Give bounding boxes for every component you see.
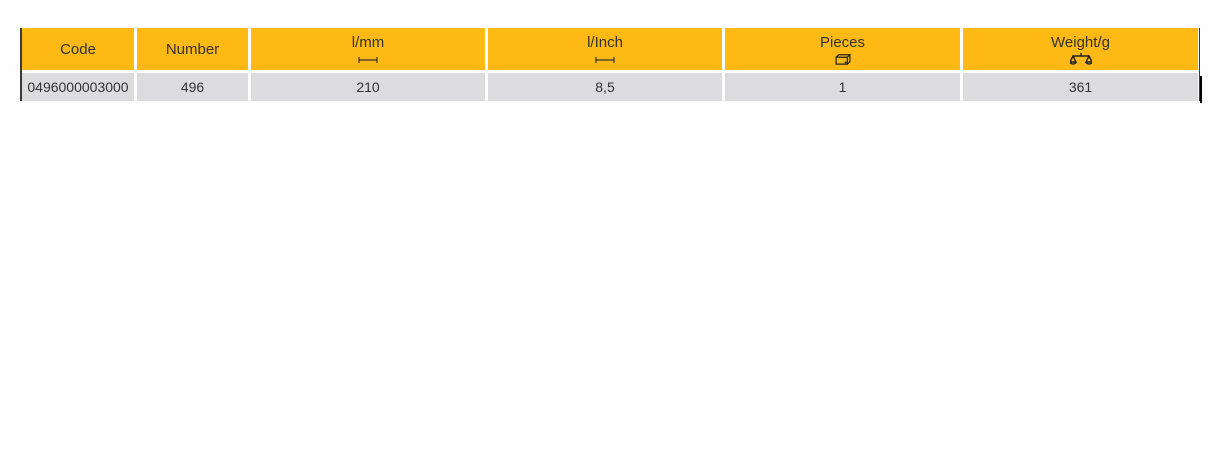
header-length-inch: l/Inch bbox=[488, 28, 722, 70]
table-header: Code Number l/mm l/Inch Pieces Weight/g bbox=[22, 28, 1199, 70]
table-row[interactable]: 0496000003000 496 210 8,5 1 361 bbox=[22, 73, 1199, 101]
header-length-mm: l/mm bbox=[251, 28, 485, 70]
length-icon bbox=[358, 56, 378, 63]
scale-icon bbox=[1069, 52, 1092, 65]
header-weight: Weight/g bbox=[963, 28, 1198, 70]
box-icon bbox=[835, 53, 851, 65]
text-cursor bbox=[1200, 76, 1202, 103]
header-code: Code bbox=[22, 28, 134, 70]
header-number: Number bbox=[137, 28, 248, 70]
cell-pieces: 1 bbox=[725, 73, 960, 101]
header-pieces: Pieces bbox=[725, 28, 960, 70]
cell-length-mm: 210 bbox=[251, 73, 485, 101]
cell-length-inch: 8,5 bbox=[488, 73, 722, 101]
product-table: Code Number l/mm l/Inch Pieces Weight/g … bbox=[20, 28, 1200, 101]
cell-number: 496 bbox=[137, 73, 248, 101]
length-icon bbox=[595, 56, 615, 63]
cell-weight: 361 bbox=[963, 73, 1198, 101]
cell-code: 0496000003000 bbox=[22, 73, 134, 101]
